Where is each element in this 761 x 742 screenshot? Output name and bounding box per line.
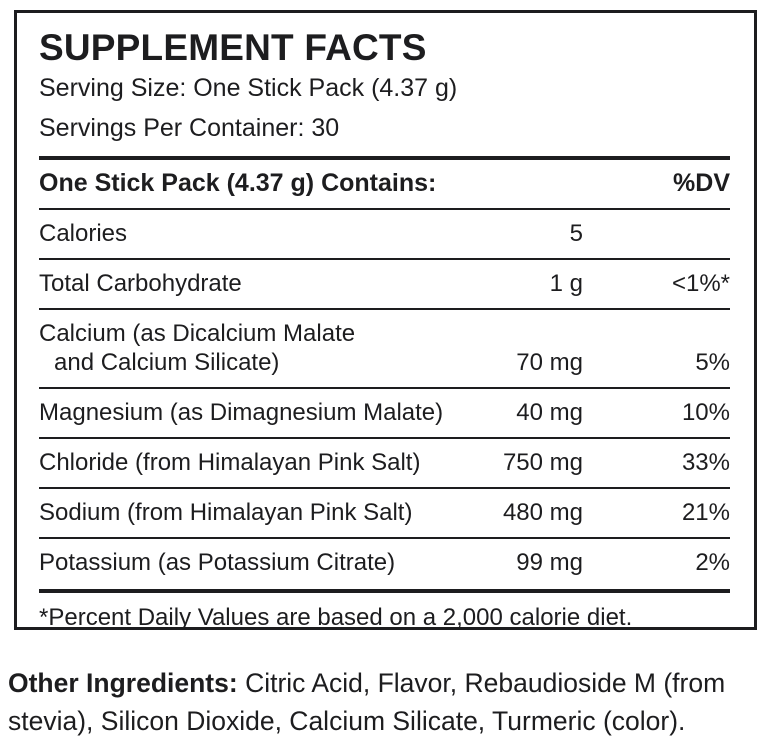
row-label: Magnesium (as Dimagnesium Malate) bbox=[39, 398, 444, 426]
row-label: Calories bbox=[39, 219, 128, 247]
row-daily-value: 2% bbox=[695, 548, 730, 576]
row-amount: 480 mg bbox=[502, 498, 583, 526]
row-label-line: and Calcium Silicate) bbox=[54, 348, 280, 376]
row-label: Potassium (as Potassium Citrate) bbox=[39, 548, 396, 576]
other-ingredients-text: Citric Acid, Flavor, Rebaudioside M (fro… bbox=[8, 668, 726, 737]
row-amount: 1 g bbox=[549, 269, 583, 297]
table-row: Total Carbohydrate 1 g <1%* bbox=[39, 260, 730, 310]
header-dv-label: %DV bbox=[673, 168, 730, 197]
row-amount: 99 mg bbox=[516, 548, 583, 576]
thick-divider-bottom bbox=[39, 588, 730, 593]
table-row: Potassium (as Potassium Citrate) 99 mg 2% bbox=[39, 539, 730, 587]
row-label: Sodium (from Himalayan Pink Salt) bbox=[39, 498, 413, 526]
header-contains-label: One Stick Pack (4.37 g) Contains: bbox=[39, 168, 437, 197]
row-daily-value: <1%* bbox=[671, 269, 730, 297]
row-label-line: Calcium (as Dicalcium Malate bbox=[39, 319, 356, 347]
serving-size-line: Serving Size: One Stick Pack (4.37 g) bbox=[39, 73, 458, 102]
table-header-row: One Stick Pack (4.37 g) Contains: %DV bbox=[39, 160, 730, 210]
panel-title: SUPPLEMENT FACTS bbox=[39, 27, 427, 68]
table-row: Magnesium (as Dimagnesium Malate) 40 mg 10… bbox=[39, 389, 730, 439]
row-daily-value: 21% bbox=[681, 498, 730, 526]
row-label: Calcium (as Dicalcium Malate and Calcium … bbox=[39, 319, 483, 377]
table-row: Calories 5 bbox=[39, 210, 730, 260]
row-amount: 5 bbox=[569, 219, 583, 247]
daily-value-footnote: *Percent Daily Values are based on a 2,0… bbox=[39, 603, 633, 631]
row-amount: 40 mg bbox=[516, 398, 583, 426]
row-daily-value: 10% bbox=[681, 398, 730, 426]
nutrient-rows: Calories 5 Total Carbohydrate 1 g <1%* Calciu… bbox=[39, 210, 730, 587]
row-daily-value: 5% bbox=[695, 348, 730, 376]
row-label: Chloride (from Himalayan Pink Salt) bbox=[39, 448, 421, 476]
row-amount: 70 mg bbox=[516, 348, 583, 376]
table-row: Calcium (as Dicalcium Malate and Calcium … bbox=[39, 310, 730, 389]
servings-per-container-line: Servings Per Container: 30 bbox=[39, 113, 340, 142]
thick-divider-top bbox=[39, 155, 730, 160]
other-ingredients-paragraph: Other Ingredients: Citric Acid, Flavor, … bbox=[8, 664, 758, 740]
other-ingredients-label: Other Ingredients: bbox=[8, 668, 238, 698]
row-daily-value: 33% bbox=[681, 448, 730, 476]
supplement-facts-panel: SUPPLEMENT FACTS Serving Size: One Stick… bbox=[14, 10, 757, 631]
row-amount: 750 mg bbox=[502, 448, 583, 476]
table-row: Sodium (from Himalayan Pink Salt) 480 mg 2… bbox=[39, 489, 730, 539]
table-row: Chloride (from Himalayan Pink Salt) 750 m… bbox=[39, 439, 730, 489]
row-label: Total Carbohydrate bbox=[39, 269, 242, 297]
